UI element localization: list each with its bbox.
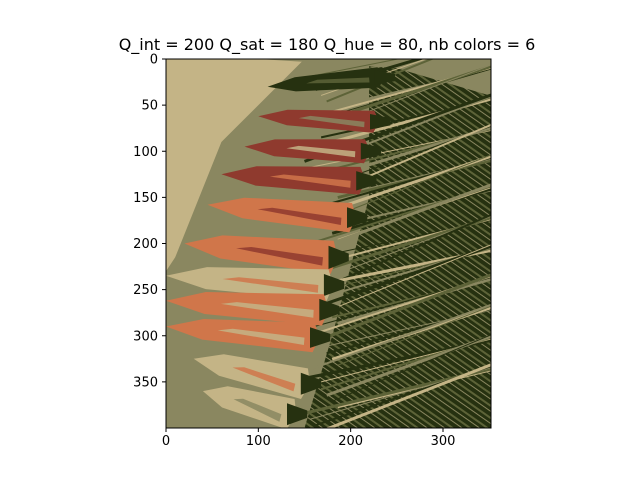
carrot-crown [287, 403, 308, 426]
carrot-crown [328, 245, 349, 269]
stem-strand [326, 59, 435, 103]
carrot-highlight [236, 247, 323, 266]
carrot-crown [347, 207, 368, 228]
stem-strand [326, 244, 491, 312]
y-tick-label: 200 [133, 237, 158, 252]
stem-strand [309, 183, 491, 253]
x-tick-label: 300 [431, 434, 456, 449]
stem-strand [332, 334, 491, 402]
stem-strand [337, 305, 491, 366]
carrot-crown [300, 372, 322, 395]
carrot-highlight [232, 367, 296, 392]
carrot-highlight [233, 398, 282, 422]
carrot-highlight [286, 145, 356, 158]
carrot-highlight [269, 174, 351, 188]
y-tick-label: 300 [133, 329, 158, 344]
x-tick-label: 0 [162, 434, 170, 449]
carrot-body [166, 267, 334, 301]
axes: 0 100 200 300 0 50 100 150 200 250 300 350 [133, 53, 492, 449]
quantized-image [166, 59, 491, 428]
y-tick-label: 100 [133, 145, 158, 160]
carrot-crown [323, 274, 345, 296]
carrot-crown [356, 171, 377, 191]
y-tick-label: 0 [150, 53, 158, 68]
y-tick-label: 150 [133, 191, 158, 206]
carrot-body [166, 292, 329, 326]
stem-strand [337, 213, 491, 283]
stem-strand [304, 303, 491, 373]
stem-strand [304, 59, 401, 78]
y-tick-label: 50 [141, 99, 158, 114]
tan-board-region [166, 59, 305, 272]
carrot-crown [374, 70, 395, 85]
carrot-body [267, 67, 384, 92]
carrot-crown [360, 142, 382, 160]
carrot-body [207, 197, 357, 233]
y-tick-label: 250 [133, 283, 158, 298]
carrot-body [193, 354, 310, 399]
carrot-highlight [306, 77, 370, 84]
carrot-crown [370, 114, 391, 130]
carrot-body [166, 319, 320, 353]
carrot-body [184, 235, 338, 274]
chart-title: Q_int = 200 Q_sat = 180 Q_hue = 80, nb c… [119, 35, 536, 55]
stem-strand [325, 363, 491, 428]
carrot-highlight [257, 207, 342, 225]
carrot-body [244, 139, 370, 164]
x-tick-label: 100 [246, 434, 271, 449]
top-olive-strip [258, 59, 491, 96]
carrot-crown [310, 327, 331, 348]
carrot-body [258, 109, 380, 133]
stem-strand [315, 273, 491, 343]
carrot-body [221, 166, 366, 195]
x-tick-label: 200 [338, 434, 363, 449]
carrot-highlight [217, 328, 305, 345]
carrot-highlight [298, 115, 365, 128]
y-tick-label: 350 [133, 375, 158, 390]
carrot-highlight [220, 302, 314, 318]
carrot-crown [319, 298, 340, 321]
carrot-highlight [222, 277, 319, 293]
